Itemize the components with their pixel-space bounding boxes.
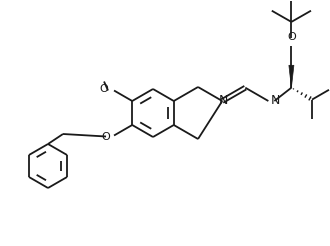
Text: N: N: [218, 93, 228, 107]
Text: O: O: [99, 84, 108, 94]
Text: O: O: [287, 32, 296, 42]
Text: O: O: [101, 132, 110, 141]
Polygon shape: [289, 65, 294, 88]
Text: N: N: [270, 94, 280, 108]
